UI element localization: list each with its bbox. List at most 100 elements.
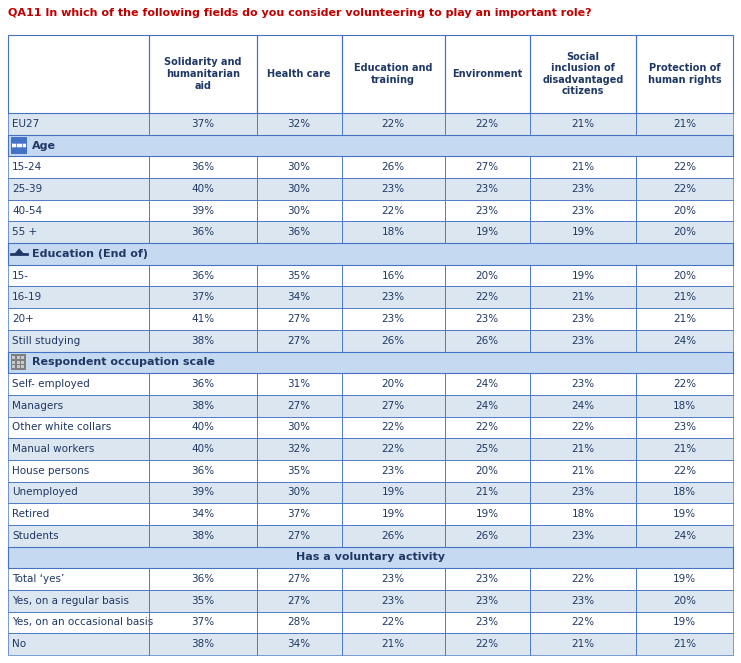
Text: 18%: 18% <box>673 487 696 497</box>
Bar <box>530 525 636 546</box>
Text: 24%: 24% <box>476 400 499 410</box>
Bar <box>530 416 636 438</box>
Text: 34%: 34% <box>191 509 215 519</box>
Bar <box>636 156 733 178</box>
Text: 36%: 36% <box>191 574 215 584</box>
Bar <box>530 35 636 113</box>
Bar <box>445 178 530 200</box>
Bar <box>342 633 445 655</box>
Text: 22%: 22% <box>571 422 594 432</box>
Text: 21%: 21% <box>571 444 594 454</box>
Bar <box>342 330 445 351</box>
Text: 18%: 18% <box>571 509 594 519</box>
Text: Yes, on a regular basis: Yes, on a regular basis <box>12 596 129 606</box>
Text: EU27: EU27 <box>12 119 39 129</box>
Bar <box>342 178 445 200</box>
Text: 20%: 20% <box>673 596 696 606</box>
Text: 37%: 37% <box>288 509 310 519</box>
Bar <box>530 178 636 200</box>
Bar <box>8 308 150 330</box>
Bar <box>8 35 150 113</box>
Bar <box>342 395 445 416</box>
Bar <box>150 590 256 612</box>
Text: 55 +: 55 + <box>12 227 37 237</box>
Text: 19%: 19% <box>476 227 499 237</box>
Bar <box>445 438 530 460</box>
Text: 22%: 22% <box>673 162 696 172</box>
Bar <box>636 200 733 221</box>
Text: 23%: 23% <box>571 206 594 215</box>
Text: 23%: 23% <box>571 487 594 497</box>
Bar <box>530 330 636 351</box>
Bar <box>445 156 530 178</box>
Text: 22%: 22% <box>382 444 405 454</box>
Text: 22%: 22% <box>571 574 594 584</box>
Bar <box>342 438 445 460</box>
Bar <box>530 633 636 655</box>
Bar <box>8 135 733 156</box>
Bar <box>445 373 530 395</box>
Text: 25-39: 25-39 <box>12 184 42 194</box>
Bar <box>636 460 733 481</box>
Bar <box>150 568 256 590</box>
Text: 26%: 26% <box>382 162 405 172</box>
Bar <box>150 525 256 546</box>
Bar <box>342 416 445 438</box>
Bar <box>445 568 530 590</box>
Bar <box>8 438 150 460</box>
Bar <box>8 373 150 395</box>
Bar <box>636 612 733 633</box>
Bar <box>150 373 256 395</box>
Bar <box>636 395 733 416</box>
Bar <box>342 178 445 200</box>
Bar <box>8 612 150 633</box>
Bar <box>530 156 636 178</box>
Bar <box>530 633 636 655</box>
Bar <box>256 395 342 416</box>
Text: No: No <box>12 639 26 649</box>
Bar <box>445 503 530 525</box>
Text: Managers: Managers <box>12 400 63 410</box>
Bar <box>342 221 445 243</box>
Bar <box>445 460 530 481</box>
Text: Education and
training: Education and training <box>354 63 433 85</box>
Bar <box>342 265 445 286</box>
Text: 31%: 31% <box>288 379 310 389</box>
Text: 21%: 21% <box>571 465 594 476</box>
Text: 19%: 19% <box>476 509 499 519</box>
Bar <box>256 481 342 503</box>
Bar <box>445 633 530 655</box>
Bar <box>150 438 256 460</box>
Text: 23%: 23% <box>571 314 594 324</box>
Bar <box>342 612 445 633</box>
Text: House persons: House persons <box>12 465 89 476</box>
Bar <box>256 178 342 200</box>
Bar <box>342 113 445 135</box>
Bar <box>342 481 445 503</box>
Bar <box>150 308 256 330</box>
Text: 23%: 23% <box>476 617 499 627</box>
Text: 19%: 19% <box>673 574 696 584</box>
Bar <box>445 612 530 633</box>
Bar <box>636 308 733 330</box>
Text: 22%: 22% <box>673 184 696 194</box>
Text: 21%: 21% <box>673 444 696 454</box>
Bar <box>8 265 150 286</box>
Text: 24%: 24% <box>673 335 696 345</box>
Text: 27%: 27% <box>288 314 310 324</box>
Bar <box>150 612 256 633</box>
Text: 21%: 21% <box>382 639 405 649</box>
Bar <box>8 351 733 373</box>
Bar <box>636 590 733 612</box>
Bar <box>530 416 636 438</box>
Bar <box>256 590 342 612</box>
Text: QA11 In which of the following fields do you consider volunteering to play an im: QA11 In which of the following fields do… <box>8 8 591 18</box>
Text: 35%: 35% <box>288 271 310 280</box>
Bar <box>445 395 530 416</box>
Bar <box>636 416 733 438</box>
Bar <box>636 35 733 113</box>
Text: 21%: 21% <box>571 162 594 172</box>
Text: Solidarity and
humanitarian
aid: Solidarity and humanitarian aid <box>165 58 242 91</box>
Text: 36%: 36% <box>191 465 215 476</box>
Bar <box>445 395 530 416</box>
